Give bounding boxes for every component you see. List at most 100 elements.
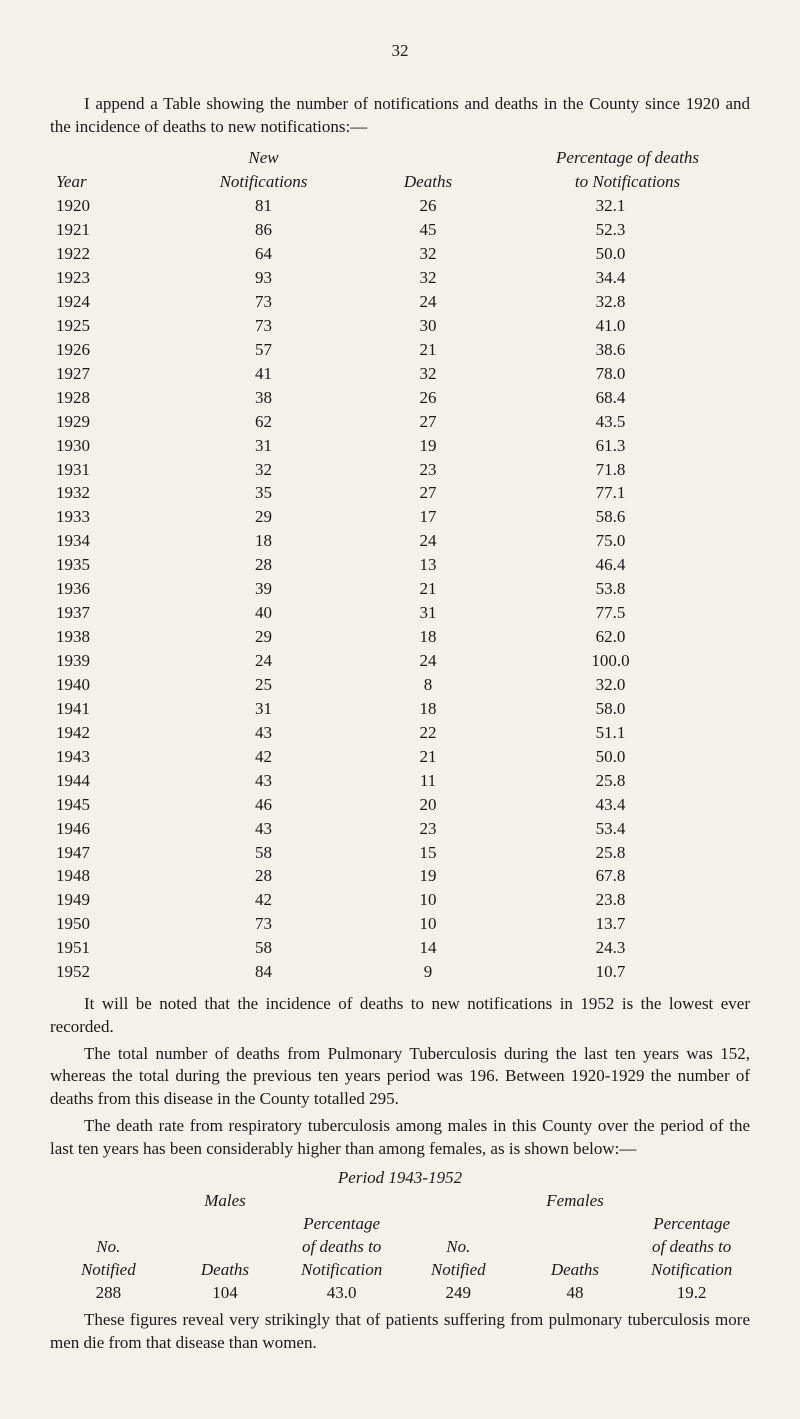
cell-year: 1941 <box>50 697 176 721</box>
col-year: Year <box>50 147 176 195</box>
cell-deaths: 24 <box>351 530 505 554</box>
cell-year: 1936 <box>50 578 176 602</box>
cell-year: 1948 <box>50 865 176 889</box>
h-f-no <box>400 1213 517 1236</box>
table-row: 1951581424.3 <box>50 937 750 961</box>
cell-deaths: 27 <box>351 482 505 506</box>
cell-deaths: 21 <box>351 745 505 769</box>
cell-year: 1922 <box>50 243 176 267</box>
cell-year: 1943 <box>50 745 176 769</box>
paragraph-2: The total number of deaths from Pulmonar… <box>50 1043 750 1112</box>
h-f-no-l2: Notified <box>400 1259 517 1282</box>
paragraph-3: The death rate from respiratory tubercul… <box>50 1115 750 1161</box>
table-row: 1930311961.3 <box>50 434 750 458</box>
h-m-pct2: of deaths to <box>283 1236 400 1259</box>
f-pct: 19.2 <box>633 1282 750 1305</box>
h-m-pct3: Notification <box>283 1259 400 1282</box>
table-row: 1926572138.6 <box>50 338 750 362</box>
cell-notif: 32 <box>176 458 351 482</box>
notifications-table: Year New Deaths Percentage of deaths Not… <box>50 147 750 985</box>
col-notif-l1: New <box>176 147 351 171</box>
cell-notif: 43 <box>176 721 351 745</box>
col-pct-l2: to Notifications <box>505 171 750 195</box>
cell-pct: 32.1 <box>505 195 750 219</box>
cell-notif: 58 <box>176 937 351 961</box>
cell-pct: 38.6 <box>505 338 750 362</box>
cell-year: 1940 <box>50 673 176 697</box>
table-row: 1921864552.3 <box>50 219 750 243</box>
cell-notif: 43 <box>176 817 351 841</box>
cell-pct: 25.8 <box>505 769 750 793</box>
cell-pct: 43.4 <box>505 793 750 817</box>
cell-deaths: 14 <box>351 937 505 961</box>
cell-notif: 38 <box>176 386 351 410</box>
cell-year: 1951 <box>50 937 176 961</box>
cell-notif: 64 <box>176 243 351 267</box>
cell-year: 1925 <box>50 314 176 338</box>
table-row: 194025832.0 <box>50 673 750 697</box>
table-row: 1928382668.4 <box>50 386 750 410</box>
h-f-no-l1: No. <box>400 1236 517 1259</box>
paragraph-1: It will be noted that the incidence of d… <box>50 993 750 1039</box>
cell-year: 1946 <box>50 817 176 841</box>
cell-deaths: 10 <box>351 913 505 937</box>
cell-deaths: 18 <box>351 697 505 721</box>
cell-deaths: 10 <box>351 889 505 913</box>
h-f-deaths <box>517 1213 634 1236</box>
table-row: 1941311858.0 <box>50 697 750 721</box>
cell-pct: 34.4 <box>505 267 750 291</box>
cell-pct: 46.4 <box>505 554 750 578</box>
cell-pct: 62.0 <box>505 626 750 650</box>
cell-pct: 41.0 <box>505 314 750 338</box>
table-row: 1935281346.4 <box>50 554 750 578</box>
males-label: Males <box>50 1190 400 1213</box>
m-notified: 288 <box>50 1282 167 1305</box>
cell-notif: 39 <box>176 578 351 602</box>
cell-notif: 43 <box>176 769 351 793</box>
cell-pct: 13.7 <box>505 913 750 937</box>
cell-notif: 25 <box>176 673 351 697</box>
table-row: 1945462043.4 <box>50 793 750 817</box>
cell-year: 1926 <box>50 338 176 362</box>
cell-notif: 62 <box>176 410 351 434</box>
cell-notif: 81 <box>176 195 351 219</box>
cell-notif: 73 <box>176 290 351 314</box>
cell-deaths: 32 <box>351 362 505 386</box>
h-m-deaths-blank <box>167 1236 284 1259</box>
table-row: 1925733041.0 <box>50 314 750 338</box>
cell-deaths: 17 <box>351 506 505 530</box>
cell-notif: 28 <box>176 554 351 578</box>
table-row: 1937403177.5 <box>50 602 750 626</box>
cell-deaths: 31 <box>351 602 505 626</box>
h-f-deaths-blank <box>517 1236 634 1259</box>
table-row: 1943422150.0 <box>50 745 750 769</box>
cell-notif: 57 <box>176 338 351 362</box>
h-f-pct1: Percentage <box>633 1213 750 1236</box>
cell-deaths: 20 <box>351 793 505 817</box>
cell-year: 1950 <box>50 913 176 937</box>
h-m-deaths-l: Deaths <box>167 1259 284 1282</box>
h-f-pct2: of deaths to <box>633 1236 750 1259</box>
cell-year: 1952 <box>50 961 176 985</box>
cell-year: 1920 <box>50 195 176 219</box>
cell-year: 1932 <box>50 482 176 506</box>
cell-deaths: 21 <box>351 578 505 602</box>
cell-pct: 75.0 <box>505 530 750 554</box>
cell-pct: 71.8 <box>505 458 750 482</box>
cell-deaths: 30 <box>351 314 505 338</box>
table-row: 1923933234.4 <box>50 267 750 291</box>
cell-pct: 52.3 <box>505 219 750 243</box>
cell-year: 1945 <box>50 793 176 817</box>
period-title: Period 1943-1952 <box>50 1167 750 1190</box>
h-m-deaths <box>167 1213 284 1236</box>
m-deaths: 104 <box>167 1282 284 1305</box>
cell-pct: 68.4 <box>505 386 750 410</box>
table-row: 1920812632.1 <box>50 195 750 219</box>
cell-pct: 53.4 <box>505 817 750 841</box>
cell-deaths: 45 <box>351 219 505 243</box>
table-row: 1932352777.1 <box>50 482 750 506</box>
cell-pct: 67.8 <box>505 865 750 889</box>
table-row: 1950731013.7 <box>50 913 750 937</box>
cell-deaths: 32 <box>351 267 505 291</box>
cell-deaths: 15 <box>351 841 505 865</box>
